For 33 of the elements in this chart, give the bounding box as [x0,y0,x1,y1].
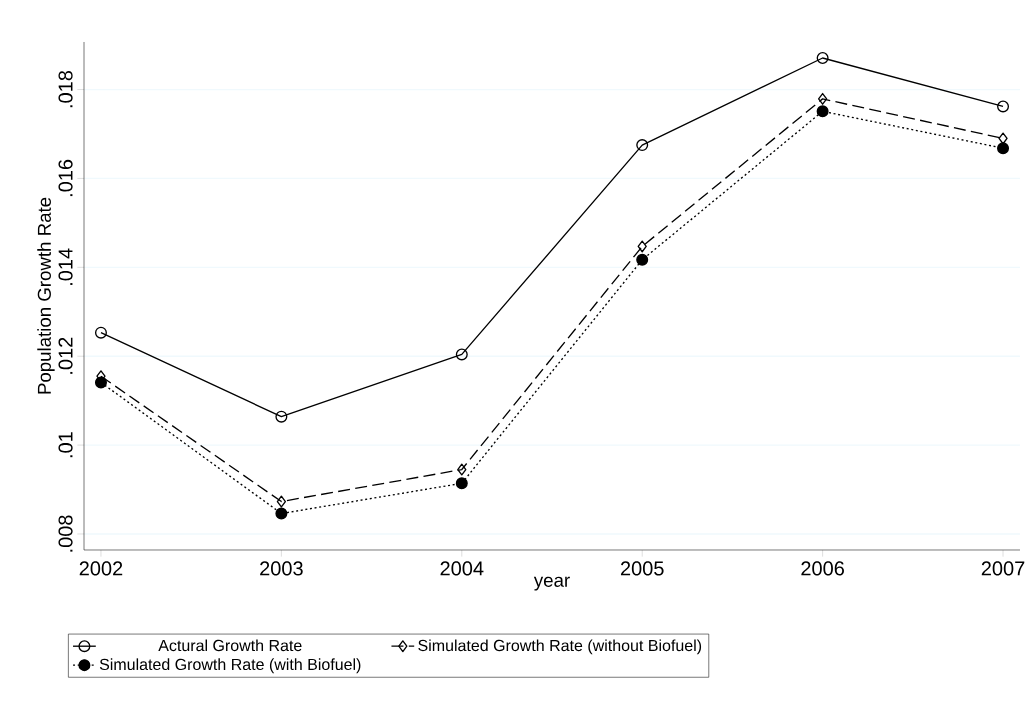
x-axis-title: year [533,576,570,591]
y-tick-label: .018 [58,70,73,108]
point [276,495,287,508]
x-tick-label: 2007 [981,561,1025,576]
y-tick-label: .012 [58,337,73,374]
point [94,376,107,389]
point [275,410,288,423]
x-tick-label: 2002 [79,561,123,576]
legend-label: Simulated Growth Rate (with Biofuel) [99,658,361,674]
y-tick-label: .016 [58,159,73,197]
point [997,100,1010,113]
point [637,240,647,253]
y-tick-label: .008 [58,515,73,552]
point [997,142,1010,155]
point [455,348,468,361]
point [457,463,467,476]
point [817,92,828,105]
y-tick-label: .01 [58,432,73,458]
x-tick-label: 2005 [620,561,664,576]
point [636,139,649,152]
point [816,51,829,64]
point [816,105,829,118]
y-tick-label: .014 [58,248,73,285]
legend-label: Simulated Growth Rate (without Biofuel) [418,639,702,655]
point [636,253,649,266]
y-axis-title: Population Growth Rate [37,197,55,394]
x-tick-label: 2003 [260,561,303,576]
point [94,326,107,339]
text: Actural Growth Rate [158,639,302,652]
x-tick-label: 2006 [801,561,844,576]
point [275,507,288,520]
x-tick-label: 2004 [440,561,484,576]
point [455,477,468,490]
